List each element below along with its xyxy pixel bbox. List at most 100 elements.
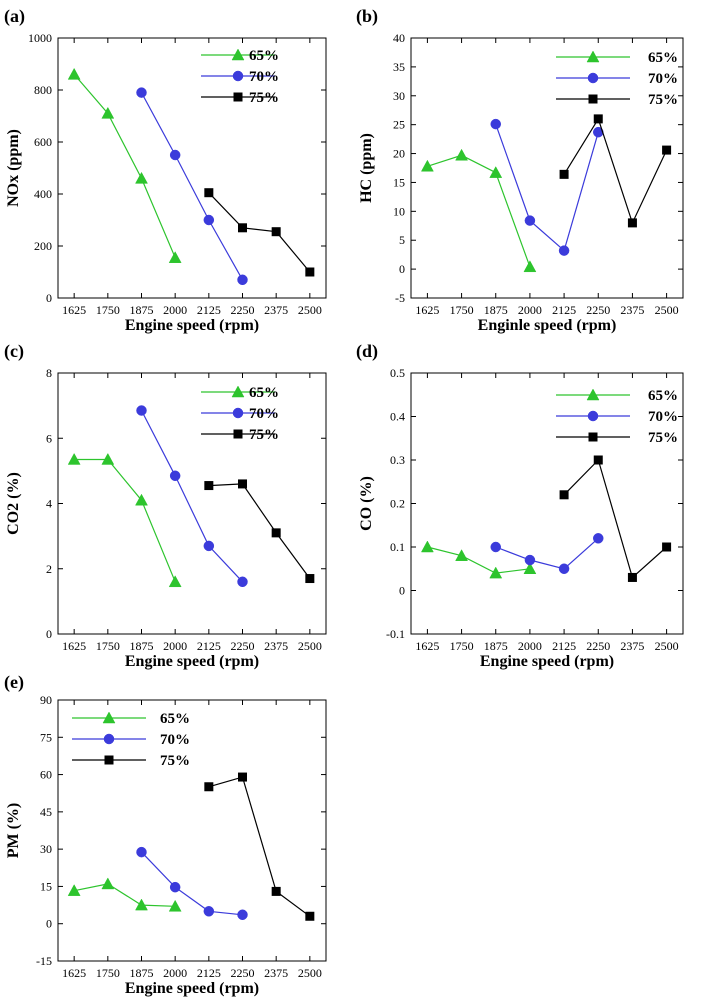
- x-tick-label: 2500: [298, 303, 322, 317]
- y-tick-label: 30: [40, 842, 52, 856]
- y-tick-label: -5: [395, 291, 405, 305]
- data-point: [559, 169, 569, 179]
- plot-frame: [410, 372, 684, 635]
- panel-label: (a): [4, 6, 25, 27]
- y-tick-label: 0.5: [390, 366, 405, 380]
- x-tick-label: 2000: [163, 303, 187, 317]
- y-axis-label: HC (ppm): [358, 133, 375, 203]
- legend-marker: [231, 48, 245, 61]
- data-point: [67, 884, 81, 896]
- data-point: [305, 574, 315, 584]
- data-point: [558, 563, 570, 574]
- series-line: [208, 483, 311, 579]
- data-point: [593, 114, 603, 124]
- y-tick-label: -15: [36, 954, 52, 968]
- data-point: [203, 214, 215, 226]
- x-tick-label: 2375: [264, 303, 288, 317]
- data-point: [237, 576, 248, 588]
- series-line: [427, 154, 531, 268]
- data-point: [627, 572, 637, 582]
- x-tick-label: 2000: [163, 966, 187, 980]
- y-tick-label: 0.4: [390, 410, 405, 424]
- data-point: [490, 541, 501, 553]
- data-point: [136, 405, 147, 416]
- plot-frame: [57, 37, 327, 299]
- data-point: [67, 452, 81, 465]
- series-65pct: [420, 148, 537, 273]
- x-tick-label: 2000: [518, 303, 542, 317]
- x-axis-label: Engine speed (rpm): [125, 317, 259, 334]
- series-line: [74, 458, 176, 583]
- data-point: [204, 188, 214, 198]
- legend-label: 70%: [249, 69, 279, 85]
- y-tick-label: 15: [40, 879, 52, 893]
- panel-label: (d): [356, 341, 378, 362]
- data-point: [136, 87, 147, 98]
- x-tick-label: 1750: [450, 639, 474, 653]
- data-point: [305, 911, 315, 921]
- series-line: [140, 410, 243, 583]
- data-point: [101, 106, 115, 119]
- x-tick-label: 2250: [586, 303, 610, 317]
- legend-marker: [588, 94, 598, 104]
- x-axis-label: Engine speed (rpm): [125, 653, 259, 670]
- legend-marker: [587, 72, 599, 84]
- plot-frame: [410, 37, 684, 299]
- legend: 65% 70% 75%: [72, 711, 190, 769]
- y-tick-label: 4: [46, 497, 52, 511]
- y-tick-label: 5: [399, 233, 405, 247]
- chart-panel-2: (b) -5 0 5 10 15 20 25 30 35 40 1625 1750 1875 2000 212…: [356, 6, 684, 334]
- chart-panel-5: (e) -15 0 15 30 45 60 75 90 1625 1750 1875 2000 2125 2…: [4, 672, 327, 997]
- series-70pct: [490, 118, 604, 256]
- data-point: [271, 227, 281, 237]
- y-tick-label: 800: [34, 83, 52, 97]
- series-70pct: [490, 533, 604, 574]
- data-point: [420, 540, 434, 553]
- series-65pct: [67, 877, 182, 912]
- data-point: [455, 148, 468, 161]
- y-tick-label: 0: [46, 627, 52, 641]
- legend: 65% 70% 75%: [556, 50, 678, 108]
- data-point: [524, 554, 536, 566]
- data-point: [238, 772, 248, 782]
- y-tick-label: 1000: [28, 31, 52, 45]
- y-tick-label: 2: [46, 562, 52, 576]
- x-tick-label: 2375: [620, 303, 644, 317]
- legend-marker: [232, 70, 244, 82]
- y-tick-label: 10: [393, 204, 405, 218]
- panel-label: (c): [4, 341, 24, 362]
- series-70pct: [136, 405, 248, 588]
- legend-marker: [587, 410, 599, 422]
- x-tick-label: 1875: [129, 966, 153, 980]
- legend-label: 75%: [160, 753, 190, 769]
- data-point: [135, 493, 148, 506]
- x-tick-label: 1750: [96, 966, 120, 980]
- series-75pct: [204, 772, 315, 921]
- x-axis-label: Engine speed (rpm): [480, 653, 614, 670]
- legend: 65% 70% 75%: [201, 385, 279, 443]
- data-point: [101, 452, 115, 465]
- y-tick-label: 600: [34, 135, 52, 149]
- series-line: [208, 192, 311, 273]
- data-point: [237, 909, 248, 921]
- y-tick-label: 0.2: [390, 497, 405, 511]
- series-70pct: [136, 846, 248, 921]
- y-axis-label: CO (%): [358, 476, 375, 531]
- data-point: [168, 899, 182, 912]
- panel-label: (e): [4, 672, 24, 693]
- y-tick-label: 75: [40, 730, 52, 744]
- series-line: [73, 74, 176, 258]
- data-point: [203, 906, 215, 917]
- data-point: [662, 145, 672, 155]
- series-line: [141, 851, 243, 916]
- plot-frame: [57, 699, 327, 962]
- data-point: [169, 470, 181, 482]
- legend-label: 70%: [249, 406, 279, 422]
- series-line: [74, 883, 176, 907]
- x-tick-label: 2000: [163, 639, 187, 653]
- x-tick-label: 1875: [129, 639, 153, 653]
- data-point: [523, 260, 537, 273]
- y-tick-label: 8: [46, 366, 52, 380]
- y-tick-label: 40: [393, 31, 405, 45]
- legend-marker: [586, 388, 600, 401]
